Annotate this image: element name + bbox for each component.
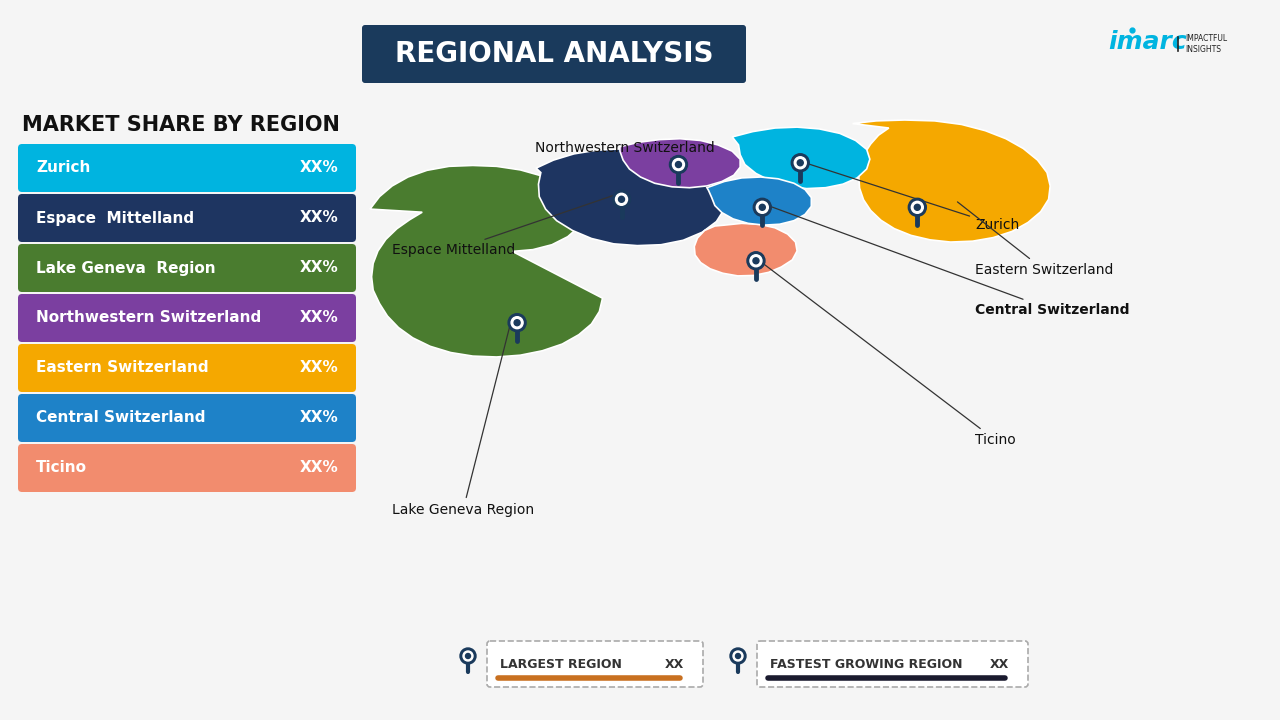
Text: Espace Mittelland: Espace Mittelland bbox=[392, 196, 613, 257]
Circle shape bbox=[676, 161, 681, 168]
Text: XX%: XX% bbox=[300, 161, 338, 176]
Circle shape bbox=[730, 648, 746, 664]
Circle shape bbox=[754, 198, 772, 216]
FancyBboxPatch shape bbox=[18, 144, 356, 192]
Text: IMPACTFUL
INSIGHTS: IMPACTFUL INSIGHTS bbox=[1185, 34, 1228, 55]
Polygon shape bbox=[852, 120, 1050, 242]
Circle shape bbox=[759, 204, 765, 210]
FancyBboxPatch shape bbox=[18, 344, 356, 392]
Circle shape bbox=[508, 314, 526, 332]
Text: LARGEST REGION: LARGEST REGION bbox=[500, 657, 622, 670]
Circle shape bbox=[756, 202, 768, 213]
Polygon shape bbox=[707, 177, 812, 225]
Circle shape bbox=[669, 156, 687, 174]
FancyBboxPatch shape bbox=[18, 394, 356, 442]
Polygon shape bbox=[732, 127, 870, 189]
Text: Eastern Switzerland: Eastern Switzerland bbox=[957, 202, 1114, 277]
FancyBboxPatch shape bbox=[18, 444, 356, 492]
Circle shape bbox=[748, 252, 765, 270]
Polygon shape bbox=[370, 166, 603, 357]
Text: XX%: XX% bbox=[300, 210, 338, 225]
Circle shape bbox=[909, 198, 927, 216]
Circle shape bbox=[466, 654, 471, 659]
Circle shape bbox=[460, 648, 476, 664]
Text: Central Switzerland: Central Switzerland bbox=[36, 410, 206, 426]
Circle shape bbox=[911, 202, 923, 213]
Text: Ticino: Ticino bbox=[758, 260, 1016, 447]
Circle shape bbox=[736, 654, 741, 659]
Text: FASTEST GROWING REGION: FASTEST GROWING REGION bbox=[771, 657, 963, 670]
Text: XX: XX bbox=[664, 657, 684, 670]
FancyBboxPatch shape bbox=[18, 244, 356, 292]
Text: MARKET SHARE BY REGION: MARKET SHARE BY REGION bbox=[22, 115, 340, 135]
Circle shape bbox=[613, 190, 631, 208]
Text: REGIONAL ANALYSIS: REGIONAL ANALYSIS bbox=[394, 40, 713, 68]
FancyBboxPatch shape bbox=[362, 25, 746, 83]
Circle shape bbox=[616, 193, 627, 205]
Circle shape bbox=[463, 651, 474, 661]
Circle shape bbox=[914, 204, 920, 210]
Text: Central Switzerland: Central Switzerland bbox=[763, 204, 1129, 317]
Text: XX%: XX% bbox=[300, 461, 338, 475]
Text: XX%: XX% bbox=[300, 361, 338, 376]
Circle shape bbox=[797, 160, 804, 166]
Circle shape bbox=[672, 158, 685, 171]
Circle shape bbox=[511, 317, 524, 329]
Text: Zurich: Zurich bbox=[36, 161, 91, 176]
Text: Lake Geneva  Region: Lake Geneva Region bbox=[36, 261, 215, 276]
Circle shape bbox=[733, 651, 742, 661]
Circle shape bbox=[795, 157, 806, 168]
Text: XX%: XX% bbox=[300, 410, 338, 426]
Text: Zurich: Zurich bbox=[796, 160, 1019, 232]
Polygon shape bbox=[536, 149, 726, 246]
Circle shape bbox=[753, 258, 759, 264]
Circle shape bbox=[791, 154, 809, 172]
Circle shape bbox=[618, 197, 625, 202]
Polygon shape bbox=[620, 139, 740, 188]
Circle shape bbox=[515, 320, 520, 325]
Text: XX%: XX% bbox=[300, 310, 338, 325]
FancyBboxPatch shape bbox=[486, 641, 703, 687]
Text: Eastern Switzerland: Eastern Switzerland bbox=[36, 361, 209, 376]
Polygon shape bbox=[694, 223, 797, 276]
FancyBboxPatch shape bbox=[18, 194, 356, 242]
Text: Espace  Mittelland: Espace Mittelland bbox=[36, 210, 195, 225]
FancyBboxPatch shape bbox=[18, 294, 356, 342]
Circle shape bbox=[750, 255, 762, 267]
Text: Ticino: Ticino bbox=[36, 461, 87, 475]
Text: Lake Geneva Region: Lake Geneva Region bbox=[392, 319, 534, 517]
Text: Northwestern Switzerland: Northwestern Switzerland bbox=[36, 310, 261, 325]
Text: imarc: imarc bbox=[1108, 30, 1188, 54]
Text: Northwestern Switzerland: Northwestern Switzerland bbox=[535, 141, 714, 160]
Text: XX%: XX% bbox=[300, 261, 338, 276]
FancyBboxPatch shape bbox=[756, 641, 1028, 687]
Text: XX: XX bbox=[989, 657, 1009, 670]
